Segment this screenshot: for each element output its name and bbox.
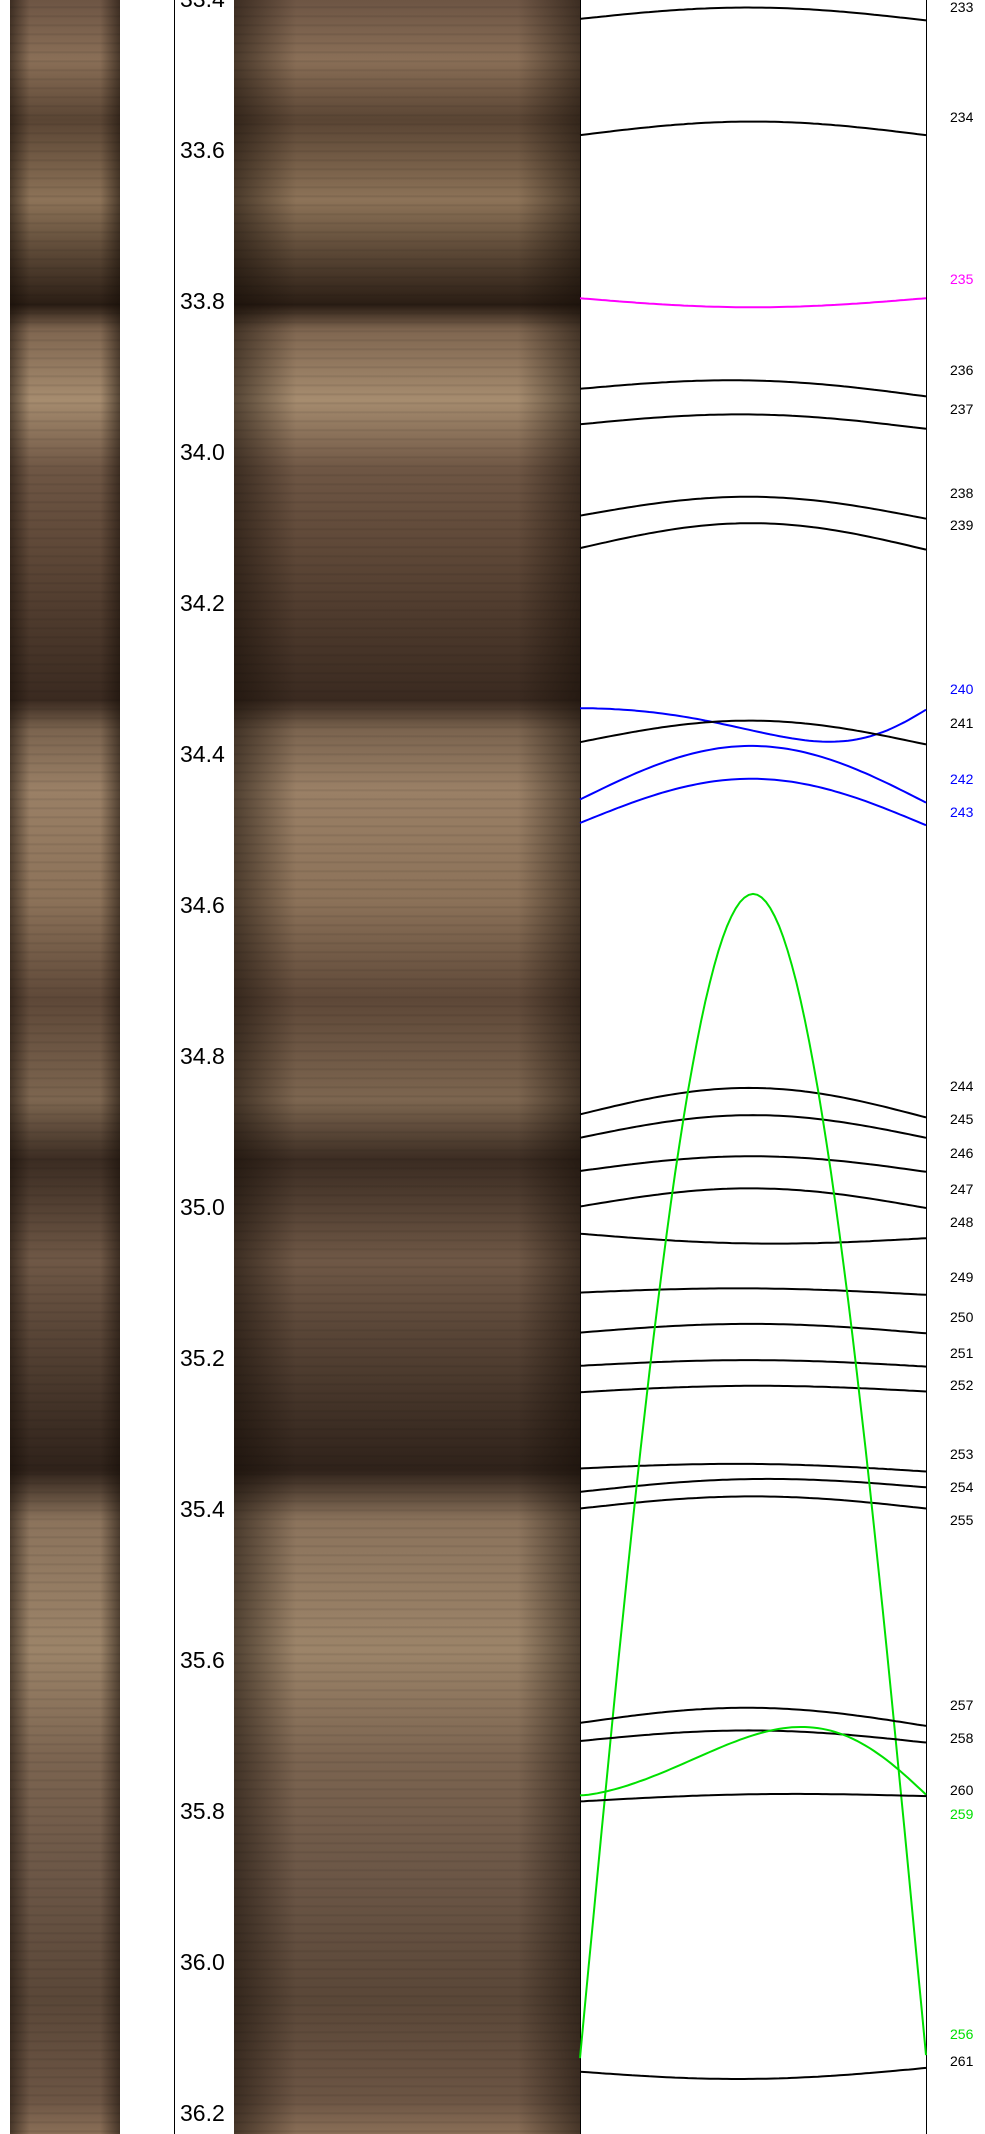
depth-tick-label: 35.8	[180, 1798, 225, 1824]
layer-label: 254	[950, 1479, 974, 1496]
depth-tick-label: 35.0	[180, 1194, 225, 1220]
layer-label: 249	[950, 1269, 974, 1286]
layer-label: 237	[950, 401, 974, 418]
layer-label: 243	[950, 804, 974, 821]
depth-tick-label: 35.2	[180, 1345, 225, 1371]
depth-tick-label: 36.2	[180, 2100, 225, 2126]
layer-panel-left-border	[580, 0, 581, 2134]
layer-boundary-247	[579, 1187, 927, 1209]
layer-boundary-257	[579, 1706, 927, 1727]
layer-boundary-240	[580, 707, 927, 743]
layer-label: 241	[950, 714, 974, 731]
layer-boundary-238	[579, 495, 927, 520]
layer-label: 248	[950, 1214, 974, 1231]
depth-tick-label: 35.4	[180, 1496, 225, 1522]
layer-boundary-242	[579, 744, 927, 804]
layer-boundary-237	[579, 413, 927, 430]
depth-tick-label: 35.6	[180, 1647, 225, 1673]
layer-boundary-261	[579, 2066, 927, 2080]
layer-label: 251	[950, 1344, 974, 1361]
layer-label: 256	[950, 2025, 974, 2042]
layer-label: 250	[950, 1308, 974, 1325]
layer-label: 252	[950, 1377, 974, 1394]
layer-boundary-249	[579, 1287, 927, 1296]
layer-boundary-258	[579, 1729, 927, 1744]
layer-label: 236	[950, 361, 974, 378]
layer-boundary-260	[579, 1792, 927, 1803]
layer-label: 235	[950, 271, 974, 288]
layer-label: 245	[950, 1110, 974, 1127]
layer-boundary-245	[579, 1114, 927, 1139]
layer-boundary-248	[579, 1232, 927, 1245]
layer-boundary-255	[579, 1495, 927, 1510]
depth-tick-label: 33.4	[180, 0, 225, 11]
layer-label: 257	[950, 1696, 974, 1713]
layer-label: 246	[950, 1144, 974, 1161]
layer-boundary-234	[579, 120, 927, 137]
depth-tick-label: 34.0	[180, 439, 225, 465]
depth-axis-line	[174, 0, 175, 2134]
layer-label: 258	[950, 1730, 974, 1746]
layer-boundary-259	[579, 1726, 927, 1797]
layer-label: 247	[950, 1181, 974, 1198]
layer-boundary-241	[579, 719, 927, 746]
layer-label: 233	[950, 0, 974, 15]
layer-label: 238	[950, 485, 974, 501]
layer-label: 260	[950, 1782, 974, 1799]
depth-tick-label: 34.8	[180, 1043, 225, 1069]
layer-boundary-252	[579, 1384, 927, 1394]
layer-boundary-253	[579, 1462, 927, 1473]
layer-label: 234	[950, 109, 974, 126]
layer-label: 242	[950, 771, 974, 788]
depth-tick-label: 34.2	[180, 590, 225, 616]
layer-boundary-244	[579, 1086, 927, 1119]
layer-boundary-243	[579, 777, 927, 827]
layer-label: 244	[950, 1077, 974, 1094]
layer-boundary-236	[579, 379, 927, 398]
layer-boundary-235	[579, 297, 927, 309]
layer-boundary-251	[579, 1359, 927, 1368]
layer-label: 240	[950, 680, 974, 697]
layer-boundary-256	[579, 892, 927, 2059]
layer-label: 261	[950, 2053, 974, 2070]
depth-tick-label: 36.0	[180, 1949, 225, 1975]
depth-tick-label: 33.6	[180, 137, 225, 163]
depth-tick-label: 34.6	[180, 892, 225, 918]
depth-tick-label: 34.4	[180, 741, 225, 767]
layer-label: 253	[950, 1446, 974, 1463]
layer-label: 255	[950, 1511, 974, 1528]
layer-boundary-239	[579, 522, 927, 551]
layer-boundary-246	[579, 1155, 927, 1173]
layer-boundary-254	[579, 1477, 927, 1493]
layer-boundary-233	[579, 6, 927, 22]
core-image-narrow	[10, 0, 120, 2134]
layer-label: 259	[950, 1806, 974, 1823]
layer-label: 239	[950, 516, 974, 533]
layer-panel-right-border	[926, 0, 927, 2134]
depth-tick-label: 33.8	[180, 288, 225, 314]
layer-boundary-250	[579, 1322, 927, 1335]
core-image-main	[234, 0, 580, 2134]
